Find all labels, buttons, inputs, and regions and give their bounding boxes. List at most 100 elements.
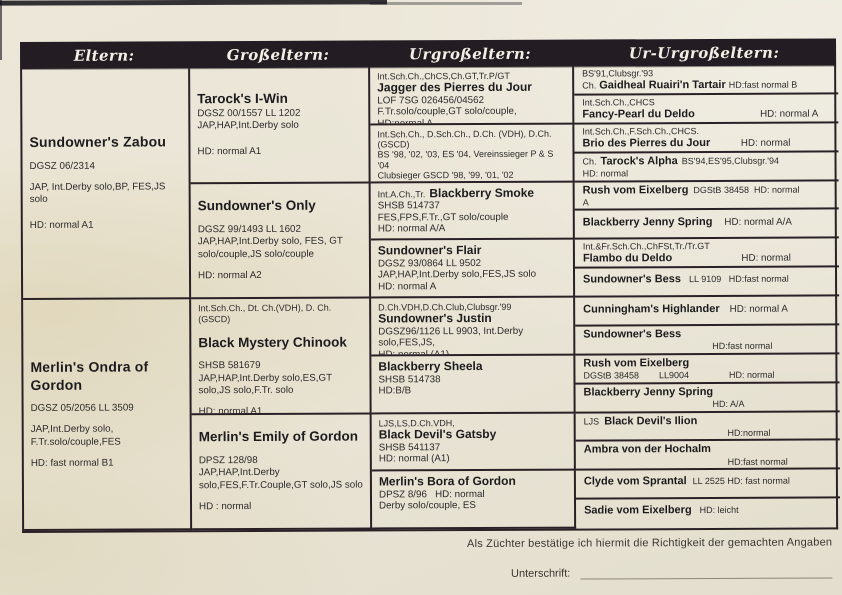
registration: SHSB 514737 — [377, 200, 440, 212]
title-prefix: Ch. — [582, 80, 597, 91]
stray-mark: A — [582, 197, 589, 208]
pedigree-cell-great-grandparent: Sundowner's Flair DGSZ 93/0864 LL 9502 J… — [370, 239, 576, 299]
pedigree-cell-sire: Sundowner's Zabou DGSZ 06/2314 JAP, Int.… — [22, 68, 192, 300]
show-results: BS'94,ES'95,Clubsgr.'94 — [681, 155, 779, 166]
dog-name: Black Devil's Gatsby — [378, 426, 497, 442]
registration: SHSB 581679 — [198, 360, 261, 372]
dog-name: Merlin's Bora of Gordon — [378, 474, 516, 489]
dog-name: Jagger des Pierres du Jour — [377, 80, 532, 95]
pedigree-cell-gg-grandparent: Sundowner's Bess HD:fast normal — [575, 325, 840, 356]
hd-result: HD: normal A1 — [197, 146, 262, 158]
titles: JAP,HAP,Int.Derby solo, FES, GT solo/cou… — [197, 236, 343, 260]
dog-name: Sundowner's Bess — [583, 327, 682, 341]
pedigree-cell-great-grandparent: D.Ch.VDH,D.Ch.Club,Clubsgr.'99 Sundowner… — [371, 297, 576, 357]
pedigree-cell-great-grandparent: Int.A.Ch.,Tr. Blackberry Smoke SHSB 5147… — [370, 182, 575, 241]
pedigree-cell-grandparent: Int.Sch.Ch., Dt. Ch.(VDH), D. Ch.(GSCD) … — [191, 298, 372, 415]
registration: SHSB 514738 — [378, 373, 441, 385]
hd-result: HD: normal — [741, 252, 791, 264]
dog-name: Blackberry Sheela — [378, 358, 483, 374]
header-ururgrosseltern: Ur-Urgroßeltern: — [628, 43, 780, 62]
registration-hd: DGStB 38458 LL9004 HD: normal — [583, 369, 775, 381]
registration: DGSZ96/1126 LL 9903, Int.Derby solo,FES,… — [378, 325, 524, 349]
hd-result: HD: normal — [582, 168, 629, 179]
dog-name: Gaidheal Ruairi'n Tartair — [599, 78, 726, 92]
dog-name: Sundowner's Bess — [583, 273, 682, 286]
footer: Als Züchter bestätige ich hiermit die Ri… — [22, 536, 838, 582]
dog-name: Ambra von der Hochalm — [583, 443, 711, 456]
championship-titles: Int.A.Ch.,Tr. — [377, 188, 426, 199]
pedigree-cell-great-grandparent: Blackberry Sheela SHSB 514738 HD:B/B — [371, 355, 576, 414]
hd-result: HD: normal A/A — [724, 217, 792, 229]
dog-name: Blackberry Jenny Spring — [583, 385, 714, 399]
pedigree-cell-great-grandparent: LJS,LS,D.Ch.VDH, Black Devil's Gatsby SH… — [371, 413, 576, 472]
pedigree-cell-gg-grandparent: Cunningham's Highlander HD: normal A — [575, 296, 840, 327]
registration: DGSZ 99/1493 LL 1602 — [197, 223, 301, 236]
pedigree-cell-gg-grandparent: Int.Sch.Ch.,CHCS Fancy-Pearl du Deldo HD… — [574, 94, 839, 125]
breeder-certification-text: Als Züchter bestätige ich hiermit die Ri… — [466, 536, 833, 551]
dog-name: Flambo du Deldo — [582, 252, 673, 265]
dog-name: Sundowner's Zabou — [29, 133, 167, 151]
pedigree-cell-grandparent: Tarock's I-Win DGSZ 00/1557 LL 1202 JAP,… — [190, 67, 371, 184]
registration: DPSZ 8/96 HD: normal — [378, 489, 485, 501]
hd-result: HD: leicht — [699, 504, 739, 516]
scan-edge-artifact — [370, 2, 523, 5]
column-header-bar: Eltern: Großeltern: Urgroßeltern: Ur-Urg… — [20, 38, 837, 69]
pedigree-cell-gg-grandparent: LJS Black Devil's Ilion HD:normal — [575, 411, 840, 442]
dog-name: Fancy-Pearl du Deldo — [582, 107, 695, 121]
hd-result: HD: normal (A1) — [378, 453, 450, 465]
title-prefix: LJS — [583, 415, 600, 427]
signature-label: Unterschrift: — [511, 567, 571, 580]
hd-result: HD: normal A2 — [197, 269, 262, 282]
hd-result: HD: normal A/A — [377, 222, 446, 235]
pedigree-cell-gg-grandparent: Ambra von der Hochalm HD:fast normal — [575, 440, 840, 471]
registration: DGSZ 06/2314 — [29, 160, 95, 172]
registration-hd: LL 2525 HD: fast normal — [692, 475, 790, 487]
pedigree-cell-gg-grandparent: Blackberry Jenny Spring HD: normal A/A — [574, 209, 839, 240]
dog-name: Black Devil's Ilion — [604, 414, 698, 427]
hd-result: HD: normal A — [729, 303, 788, 315]
scan-edge-artifact — [0, 0, 388, 6]
registration: DGSZ 05/2056 LL 3509 — [30, 402, 134, 414]
hd-result: HD:B/B — [378, 385, 412, 397]
pedigree-grid: Sundowner's Zabou DGSZ 06/2314 JAP, Int.… — [20, 65, 840, 533]
pedigree-sheet: Eltern: Großeltern: Urgroßeltern: Ur-Urg… — [20, 38, 840, 582]
championship-titles: Int.Sch.Ch., D.Sch.Ch., D.Ch. (VDH), D.C… — [377, 128, 552, 150]
pedigree-cell-gg-grandparent: Sadie vom Eixelberg HD: leicht — [576, 499, 840, 529]
hd-result: HD: normal A1 — [29, 220, 94, 232]
pedigree-cell-gg-grandparent: Rush vom Eixelberg DGStB 38458 LL9004 HD… — [575, 354, 840, 385]
header-urgrosseltern: Urgroßeltern: — [408, 44, 532, 63]
titles: F.Tr.solo/couple,GT solo/couple, HD:norm… — [377, 106, 517, 126]
pedigree-cell-great-grandparent: Merlin's Bora of Gordon DPSZ 8/96 HD: no… — [371, 470, 577, 530]
hd-result: HD:fast normal — [727, 456, 788, 467]
pedigree-cell-gg-grandparent: Sundowner's Bess LL 9109 HD:fast normal — [574, 267, 840, 298]
hd-result: HD:fast normal B — [728, 79, 798, 90]
hd-result: HD:normal — [727, 427, 771, 438]
hd-result: HD: fast normal B1 — [30, 457, 114, 469]
titles: FES,FPS,F.Tr.,GT solo/couple — [377, 211, 509, 224]
registration: SHSB 541137 — [378, 441, 441, 454]
pedigree-cell-great-grandparent: Int.Sch.Ch.,ChCS,Ch.GT,Tr.P/GT Jagger de… — [370, 66, 575, 126]
titles: JAP,Int.Derby solo, F.Tr.solo/couple,FES — [30, 423, 121, 448]
dog-name: Rush vom Eixelberg — [583, 356, 690, 370]
dog-name: Clyde vom Sprantal — [583, 475, 687, 488]
hd-result: HD: normal A — [760, 108, 819, 120]
registration: DGSZ 93/0864 LL 9502 — [377, 258, 482, 270]
dog-name: Sundowner's Justin — [378, 311, 492, 326]
dog-name: Merlin's Ondra of Gordon — [30, 358, 149, 393]
hd-result: HD : normal — [199, 500, 252, 513]
dog-name: Sundowner's Only — [197, 198, 316, 214]
signature-line — [580, 565, 833, 580]
dog-name: Blackberry Jenny Spring — [582, 216, 713, 229]
hd-result: HD:fast normal — [712, 340, 773, 352]
dog-name: Sundowner's Flair — [377, 243, 482, 258]
pedigree-cell-gg-grandparent: Int.Sch.Ch.,F.Sch.Ch.,CHCS. Brio des Pie… — [574, 123, 839, 154]
pedigree-cell-grandparent: Sundowner's Only DGSZ 99/1493 LL 1602 JA… — [190, 182, 372, 300]
pedigree-cell-gg-grandparent: BS'91,Clubsgr.'93 Ch. Gaidheal Ruairi'n … — [574, 65, 839, 96]
registration-hd: DGStB 38458 HD: normal — [693, 184, 800, 195]
title-prefix: Ch. — [582, 156, 597, 167]
dog-name: Tarock's I-Win — [197, 90, 288, 107]
scan-edge-artifact — [0, 0, 2, 60]
registration-hd: LL 9109 HD:fast normal — [689, 273, 789, 285]
header-eltern: Eltern: — [73, 46, 135, 65]
dog-name: Brio des Pierres du Jour — [582, 136, 711, 150]
